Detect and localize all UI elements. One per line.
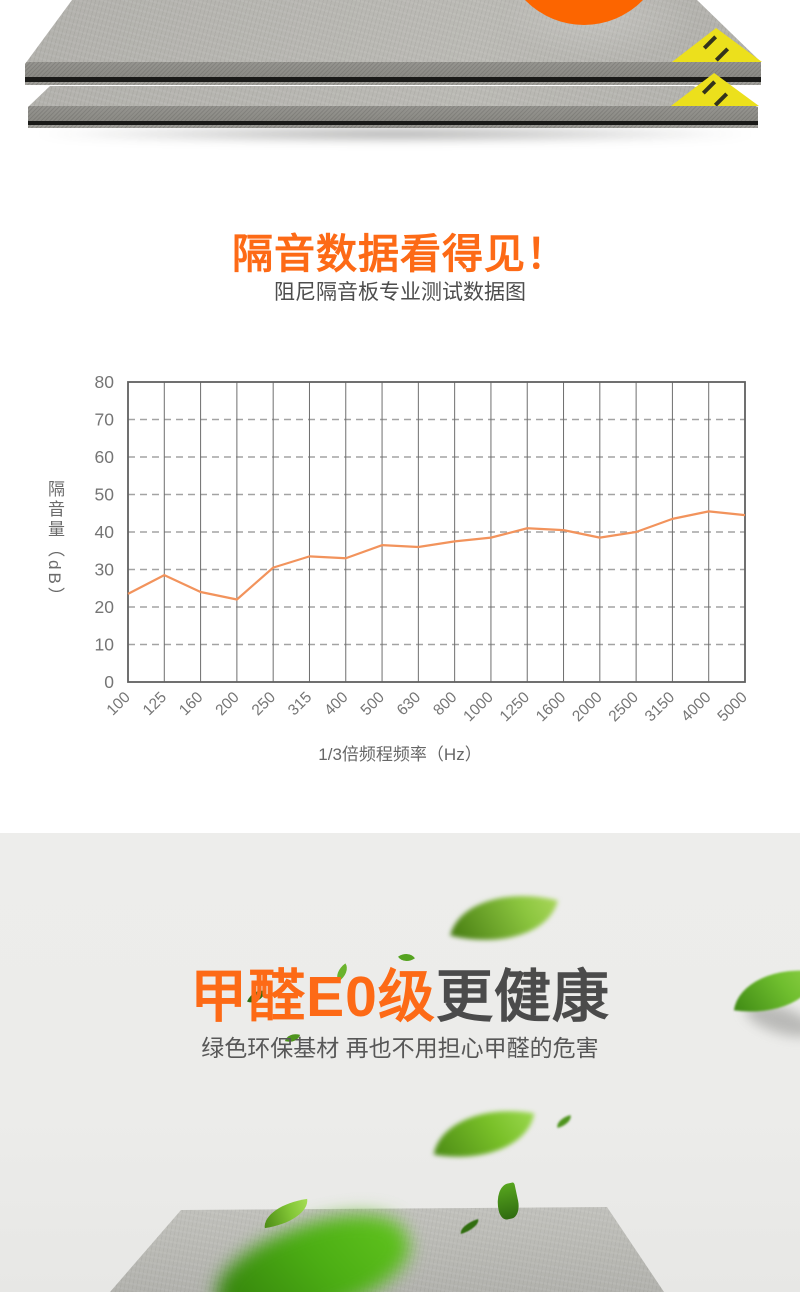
blurred-leaf-icon (433, 1097, 535, 1171)
chart-ytick-label: 20 (95, 597, 115, 617)
chart-ytick-label: 0 (104, 672, 114, 692)
board-bottom-layer (28, 125, 758, 128)
chart-ytick-label: 60 (95, 447, 115, 467)
soundproof-board-bottom (28, 86, 758, 128)
board-edge-layer (25, 62, 761, 77)
chart-xtick-label: 2500 (606, 689, 643, 726)
chart-xtick-label: 1600 (533, 689, 570, 726)
title-rest: 更健康 (435, 965, 610, 1029)
chart-xtick-label: 400 (321, 689, 352, 720)
chart-ytick-label: 50 (95, 485, 115, 505)
chart-x-axis-title: 1/3倍频程频率（Hz） (318, 745, 482, 764)
title-highlight: 甲醛E0级 (190, 965, 436, 1029)
eco-section: 甲醛E0级更健康 绿色环保基材 再也不用担心甲醛的危害 (0, 833, 800, 1292)
section-title-formaldehyde: 甲醛E0级更健康 (0, 951, 800, 1033)
chart-ytick-label: 10 (95, 635, 115, 655)
chart-xtick-label: 200 (212, 689, 243, 720)
brand-stamp-icon (701, 80, 729, 106)
chart-xtick-label: 630 (394, 689, 425, 720)
chart-xtick-label: 2000 (569, 689, 606, 726)
chart-xtick-label: 5000 (714, 689, 751, 726)
chart-ytick-label: 80 (95, 372, 115, 392)
board-drop-shadow (30, 127, 760, 141)
leaf-icon (555, 1115, 573, 1128)
chart-xtick-label: 100 (104, 689, 135, 720)
chart-ytick-label: 40 (95, 522, 115, 542)
chart-xtick-label: 500 (358, 689, 389, 720)
chart-y-axis-title: 隔音量（dB） (45, 480, 64, 607)
brand-stamp-icon (702, 35, 730, 62)
chart-data-line (127, 510, 746, 601)
board-edge-layer (28, 106, 758, 121)
chart-plot-border (127, 381, 746, 683)
section-subtitle-formaldehyde: 绿色环保基材 再也不用担心甲醛的危害 (201, 1035, 599, 1061)
section-title-soundproof: 隔音数据看得见！ (232, 231, 568, 277)
blurred-leaf-icon (450, 877, 558, 959)
chart-xtick-label: 4000 (678, 689, 715, 726)
board-damping-layer (25, 77, 761, 82)
section-subtitle-soundproof: 阻尼隔音板专业测试数据图 (274, 281, 526, 304)
chart-xtick-label: 315 (285, 689, 315, 719)
board-bottom-layer (25, 81, 761, 85)
chart-xtick-label: 1000 (460, 689, 497, 726)
chart-xtick-label: 160 (176, 689, 207, 720)
chart-xtick-label: 250 (249, 689, 280, 720)
chart-ytick-label: 30 (95, 560, 115, 580)
chart-xtick-label: 800 (430, 689, 461, 720)
soundproof-board-top (25, 0, 761, 85)
chart-xtick-label: 3150 (642, 689, 679, 726)
chart-ytick-label: 70 (95, 410, 115, 430)
chart-xtick-label: 125 (140, 689, 170, 719)
board-damping-layer (28, 120, 758, 125)
chart-xtick-label: 1250 (497, 689, 534, 726)
